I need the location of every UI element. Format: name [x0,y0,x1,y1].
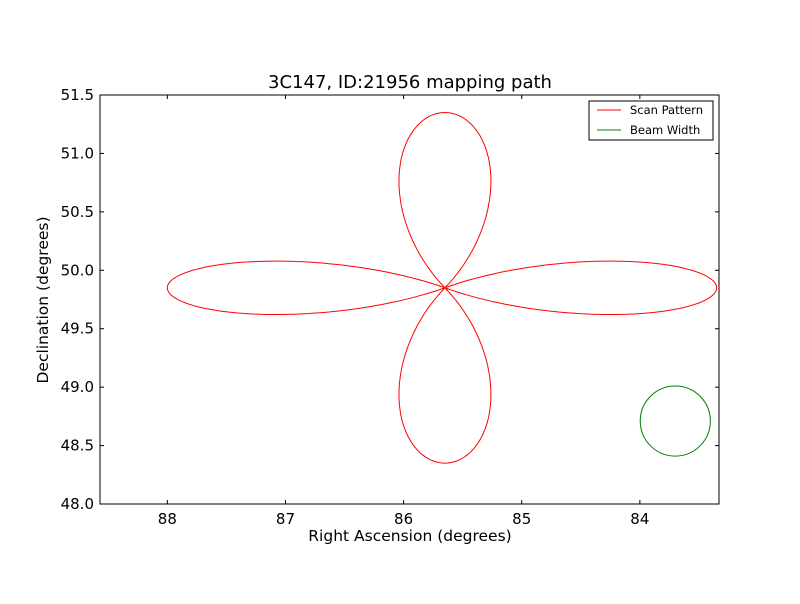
ticks-layer: 88 87 86 85 84 48.0 48.5 49.0 49.5 50.0 50.5 51.0 51… [61,86,719,528]
y-tick-label: 48.5 [61,437,94,455]
legend-label-beam-width: Beam Width [630,123,700,137]
axes-frame [99,94,720,505]
x-tick-label: 88 [158,510,177,528]
legend-box [588,100,714,141]
x-tick-label: 86 [394,510,413,528]
scan-pattern-line [166,111,718,464]
series-layer [166,111,718,464]
y-tick-label: 50.5 [61,203,94,221]
x-tick-label: 84 [630,510,649,528]
y-tick-label: 51.0 [61,144,94,162]
chart-title: 3C147, ID:21956 mapping path [268,72,552,93]
y-tick-label: 49.0 [61,378,94,396]
x-axis-label: Right Ascension (degrees) [308,527,511,545]
beam-width-circle [639,385,711,457]
x-tick-label: 87 [276,510,295,528]
legend-label-scan-pattern: Scan Pattern [630,103,703,117]
y-tick-label: 49.5 [61,320,94,338]
y-tick-label: 50.0 [61,261,94,279]
x-tick-label: 85 [512,510,531,528]
y-tick-label: 51.5 [61,86,94,104]
y-axis-label: Declination (degrees) [34,216,52,383]
y-tick-label: 48.0 [61,495,94,513]
legend: Scan Pattern Beam Width [588,100,714,141]
